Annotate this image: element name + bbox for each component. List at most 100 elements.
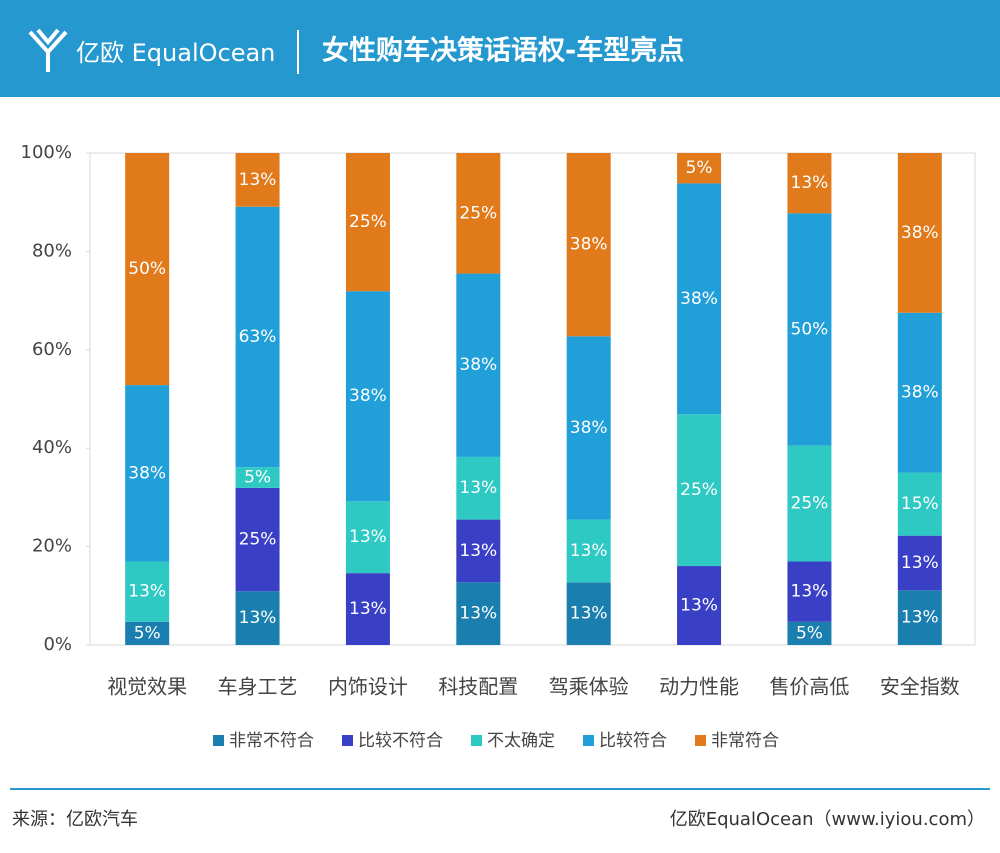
bar-segment (345, 291, 390, 502)
x-tick-label: 科技配置 (438, 675, 518, 699)
data-label: 13% (570, 541, 608, 561)
legend-swatch (695, 735, 706, 746)
data-label: 13% (901, 553, 939, 573)
y-tick-label: 60% (32, 339, 72, 360)
bar-segment (677, 153, 722, 184)
bar-segment (787, 621, 832, 645)
footer-source: 来源：亿欧汽车 (12, 809, 138, 830)
footer-credit: 亿欧EqualOcean（www.iyiou.com） (670, 809, 985, 830)
data-label: 38% (570, 418, 608, 438)
bar-segment (897, 590, 942, 645)
data-label: 63% (239, 327, 277, 347)
data-label: 5% (686, 158, 713, 178)
legend-label: 非常不符合 (229, 731, 314, 751)
data-label: 38% (680, 289, 718, 309)
bar-segment (897, 535, 942, 591)
bar-segment (677, 566, 722, 645)
data-label: 25% (239, 530, 277, 550)
bar-segment (566, 582, 611, 645)
legend-swatch (471, 735, 482, 746)
y-tick-label: 80% (32, 240, 72, 261)
bar-segment (235, 467, 280, 488)
data-label: 13% (791, 173, 829, 193)
data-label: 15% (901, 494, 939, 514)
data-label: 38% (459, 355, 497, 375)
legend-label: 非常符合 (711, 731, 779, 751)
bar-segment (125, 621, 170, 645)
data-label: 13% (459, 541, 497, 561)
legend-swatch (342, 735, 353, 746)
data-label: 13% (459, 604, 497, 624)
data-label: 13% (349, 599, 387, 619)
legend-swatch (583, 735, 594, 746)
bar-segment (677, 414, 722, 567)
bar-segment (125, 153, 170, 386)
legend-swatch (213, 735, 224, 746)
logo-text: 亿欧 EqualOcean (76, 39, 275, 67)
bar-segment (787, 445, 832, 562)
header-bar (0, 0, 1000, 97)
legend-label: 不太确定 (487, 731, 555, 751)
data-label: 13% (901, 608, 939, 628)
bar-segment (897, 472, 942, 536)
data-label: 13% (239, 170, 277, 190)
x-tick-label: 安全指数 (880, 675, 960, 699)
bar-segment (566, 519, 611, 583)
bar-segment (897, 153, 942, 313)
bar-segment (235, 487, 280, 592)
data-label: 38% (901, 383, 939, 403)
bar-segment (456, 153, 501, 274)
bar-segment (787, 213, 832, 446)
bar-segment (125, 385, 170, 562)
bar-segment (787, 153, 832, 214)
data-label: 25% (349, 212, 387, 232)
x-tick-label: 视觉效果 (107, 675, 187, 699)
bar-segment (456, 273, 501, 457)
x-tick-label: 车身工艺 (218, 675, 298, 699)
bar-segment (235, 206, 280, 468)
data-label: 13% (570, 604, 608, 624)
data-label: 38% (570, 235, 608, 255)
data-label: 5% (796, 623, 823, 643)
bar-segment (345, 153, 390, 292)
data-label: 25% (459, 203, 497, 223)
bar-segment (677, 183, 722, 415)
y-tick-label: 40% (32, 437, 72, 458)
data-label: 13% (791, 582, 829, 602)
bar-segment (456, 582, 501, 645)
data-label: 38% (349, 386, 387, 406)
data-label: 50% (128, 259, 166, 279)
y-tick-label: 0% (43, 634, 72, 655)
plot-border (89, 152, 976, 646)
bar-segment (345, 501, 390, 574)
data-label: 25% (791, 493, 829, 513)
legend-label: 比较不符合 (358, 731, 443, 751)
data-label: 25% (680, 480, 718, 500)
x-tick-label: 内饰设计 (328, 675, 408, 699)
y-tick-label: 100% (21, 142, 72, 163)
data-label: 13% (239, 608, 277, 628)
logo-icon (28, 28, 68, 72)
bar-segment (235, 591, 280, 645)
chart-title: 女性购车决策话语权-车型亮点 (322, 35, 684, 67)
bar-segment (897, 312, 942, 473)
bar-segment (566, 336, 611, 520)
bar-segment (456, 519, 501, 583)
data-label: 13% (680, 596, 718, 616)
data-label: 13% (128, 582, 166, 602)
data-label: 5% (134, 623, 161, 643)
bar-segment (456, 456, 501, 520)
data-label: 13% (349, 527, 387, 547)
x-tick-label: 驾乘体验 (549, 675, 629, 699)
data-label: 50% (791, 319, 829, 339)
bar-segment (125, 561, 170, 622)
x-tick-label: 售价高低 (769, 675, 849, 699)
bar-segment (787, 561, 832, 622)
x-tick-label: 动力性能 (659, 675, 739, 699)
y-tick-label: 20% (32, 536, 72, 557)
bar-segment (235, 153, 280, 207)
bar-segment (566, 153, 611, 337)
legend-label: 比较符合 (599, 731, 667, 751)
data-label: 13% (459, 478, 497, 498)
